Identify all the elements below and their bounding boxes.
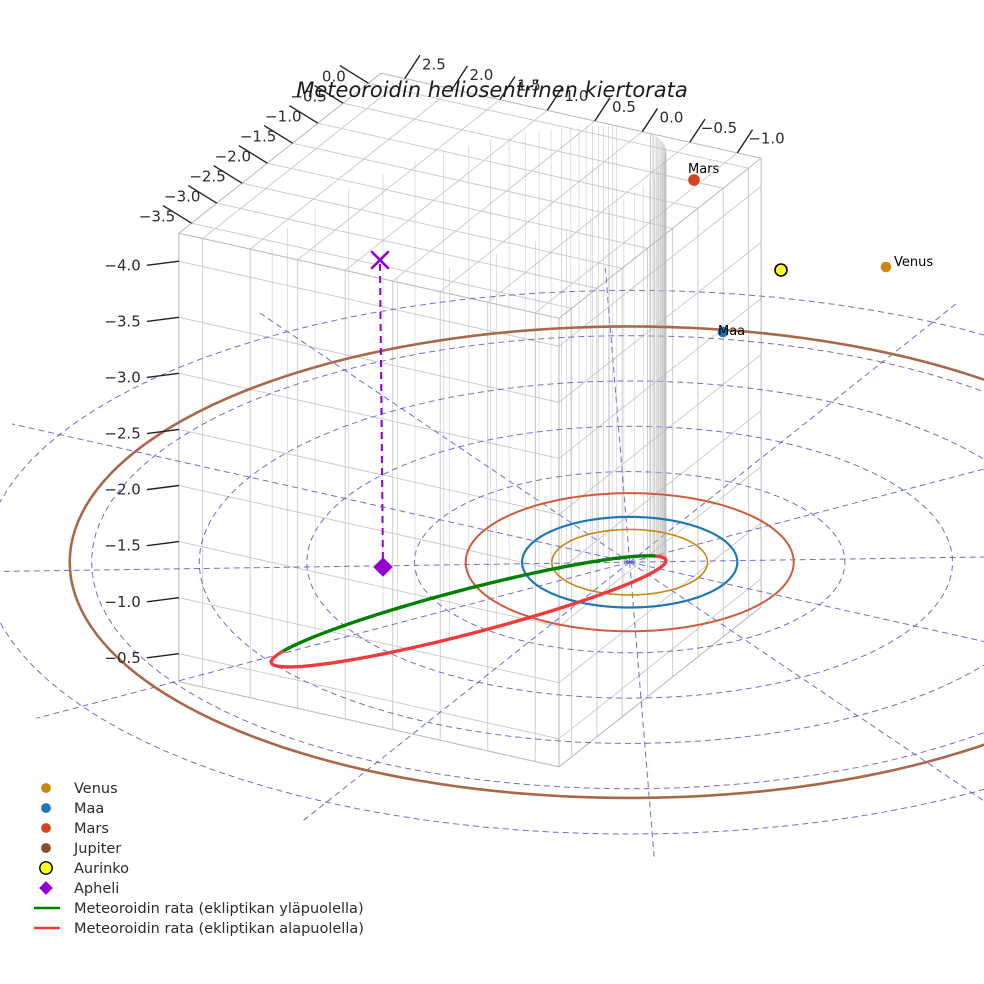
xtick-2: −2.5 bbox=[189, 168, 225, 186]
legend-marker-2 bbox=[41, 823, 51, 833]
xtick-4-mark bbox=[263, 124, 293, 144]
xtick-3-mark bbox=[238, 144, 268, 164]
ztick-2-mark bbox=[146, 540, 179, 547]
ytick-5-mark bbox=[499, 76, 516, 101]
aphelion-markers bbox=[370, 250, 393, 577]
ztick-5: −3.0 bbox=[104, 368, 140, 386]
legend-marker-5 bbox=[39, 881, 53, 895]
ytick-2-mark bbox=[641, 108, 659, 133]
ztick-6: −3.5 bbox=[104, 312, 140, 330]
axis-ticks: −3.5 −3.0 −2.5 −2.0 −1.5 −1.0 −0.5 0.0 −1.0 −0.5 0… bbox=[104, 54, 785, 667]
legend-label-3: Jupiter bbox=[73, 841, 121, 857]
ztick-1: −1.0 bbox=[104, 593, 140, 611]
ztick-0-mark bbox=[146, 653, 179, 659]
ecliptic-grid bbox=[0, 267, 984, 857]
ytick-7-mark bbox=[404, 54, 421, 79]
ztick-3-mark bbox=[146, 484, 179, 491]
ztick-7: −4.0 bbox=[104, 256, 140, 274]
legend-marker-4 bbox=[39, 861, 53, 875]
body-label-venus: Venus bbox=[894, 255, 933, 270]
ytick-1-mark bbox=[689, 118, 706, 143]
body-marker-venus bbox=[880, 261, 892, 273]
body-label-maa: Maa bbox=[718, 324, 745, 339]
xtick-6: −0.5 bbox=[290, 88, 326, 106]
body-marker-mars bbox=[688, 174, 700, 186]
axes-panes bbox=[178, 72, 762, 768]
xtick-6-mark bbox=[314, 84, 344, 104]
ytick-6-mark bbox=[451, 65, 469, 90]
meteoroid-orbit bbox=[269, 554, 668, 669]
xtick-0-mark bbox=[162, 204, 192, 224]
ytick-1: −0.5 bbox=[701, 119, 737, 137]
ztick-6-mark bbox=[146, 316, 179, 323]
ztick-4: −2.5 bbox=[104, 425, 140, 443]
page-title: Meteoroidin heliosentrinen kiertorata bbox=[296, 78, 688, 102]
xtick-0: −3.5 bbox=[139, 208, 175, 226]
xtick-7: 0.0 bbox=[322, 68, 346, 86]
legend-label-2: Mars bbox=[74, 821, 109, 837]
ztick-3: −2.0 bbox=[104, 481, 140, 499]
xtick-3: −2.0 bbox=[215, 148, 251, 166]
ytick-2: 0.0 bbox=[660, 108, 684, 126]
ytick-0: −1.0 bbox=[748, 130, 784, 148]
xtick-1: −3.0 bbox=[164, 188, 200, 206]
xtick-5: −1.0 bbox=[265, 108, 301, 126]
ytick-7: 2.5 bbox=[422, 55, 446, 73]
legend-marker-3 bbox=[41, 843, 51, 853]
planet-orbits bbox=[68, 325, 984, 800]
ytick-4: 1.0 bbox=[565, 87, 589, 105]
ztick-0: −0.5 bbox=[104, 649, 140, 667]
ztick-4-mark bbox=[146, 428, 179, 435]
body-label-mars: Mars bbox=[688, 162, 720, 177]
xtick-4: −1.5 bbox=[240, 128, 276, 146]
xtick-1-mark bbox=[187, 184, 218, 204]
legend: Venus Maa Mars Jupiter Aurinko Apheli Meteoroi… bbox=[34, 781, 364, 937]
ytick-0-mark bbox=[736, 129, 754, 154]
ztick-1-mark bbox=[146, 596, 179, 603]
legend-label-7: Meteoroidin rata (ekliptikan alapuolella… bbox=[74, 921, 364, 937]
ztick-2: −1.5 bbox=[104, 537, 140, 555]
ytick-4-mark bbox=[546, 86, 564, 111]
xtick-7-mark bbox=[339, 64, 369, 84]
body-marker-aurinko bbox=[774, 263, 788, 277]
ztick-5-mark bbox=[146, 372, 179, 379]
body-marker-maa bbox=[717, 326, 729, 338]
xtick-2-mark bbox=[213, 164, 243, 184]
xtick-5-mark bbox=[288, 104, 319, 124]
ytick-3-mark bbox=[594, 97, 611, 122]
legend-label-5: Apheli bbox=[74, 881, 119, 897]
solar-bodies: Venus Maa Mars bbox=[688, 162, 933, 339]
legend-label-0: Venus bbox=[74, 781, 118, 797]
ytick-6: 2.0 bbox=[469, 66, 493, 84]
legend-label-4: Aurinko bbox=[74, 861, 129, 877]
legend-label-6: Meteoroidin rata (ekliptikan yläpuolella… bbox=[74, 901, 364, 917]
ztick-7-mark bbox=[146, 260, 179, 267]
legend-label-1: Maa bbox=[74, 801, 104, 817]
orbit-stems bbox=[271, 125, 667, 660]
legend-marker-1 bbox=[41, 803, 51, 813]
legend-marker-0 bbox=[41, 783, 51, 793]
ytick-5: 1.5 bbox=[517, 77, 541, 95]
ytick-3: 0.5 bbox=[612, 98, 636, 116]
